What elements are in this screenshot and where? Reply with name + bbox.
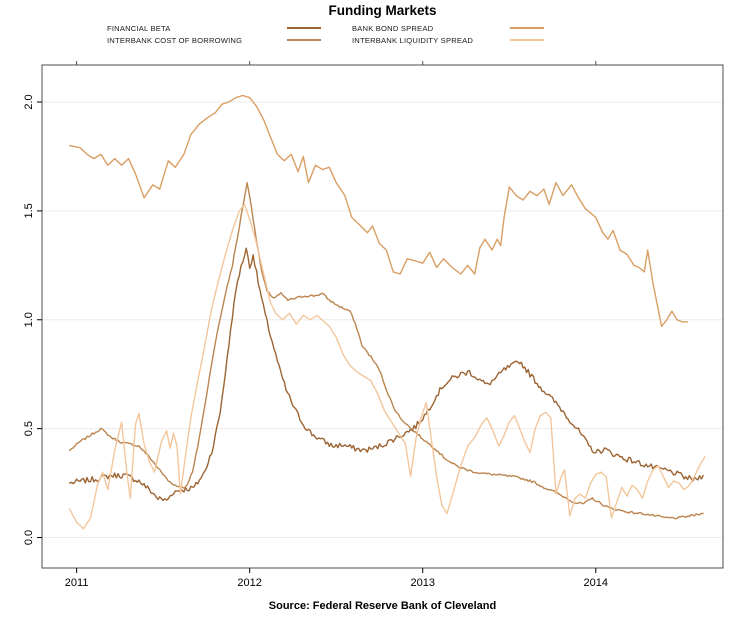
y-axis-tick-label: 1.0	[23, 312, 35, 327]
chart-title: Funding Markets	[328, 3, 437, 18]
plot-border	[41, 64, 724, 569]
x-axis-tick-label: 2011	[65, 577, 89, 589]
series-line-bank-bond-spread	[68, 94, 689, 327]
legend-item-swatch	[510, 27, 544, 29]
legend-item: FINANCIAL BETA	[107, 23, 327, 34]
y-axis-tick-label: 1.5	[23, 203, 35, 218]
series-line-financial-beta	[68, 247, 704, 502]
y-axis-tick-label: 0.5	[23, 421, 35, 436]
legend-item: INTERBANK COST OF BORROWING	[107, 35, 327, 46]
source-caption: Source: Federal Reserve Bank of Clevelan…	[268, 600, 497, 612]
x-axis-tick-label: 2014	[584, 577, 608, 589]
legend-item-label: BANK BOND SPREAD	[352, 24, 434, 33]
series-line-interbank-liquidity-spread	[68, 203, 706, 530]
x-axis-tick-label: 2012	[237, 577, 261, 589]
legend-item-label: INTERBANK COST OF BORROWING	[107, 36, 243, 45]
legend-item-label: FINANCIAL BETA	[107, 24, 171, 33]
y-axis-tick-label: 0.0	[23, 530, 35, 545]
y-axis-tick-label: 2.0	[23, 94, 35, 109]
legend-item-swatch	[287, 39, 321, 41]
legend-item-swatch	[510, 39, 544, 41]
legend-item-swatch	[287, 27, 321, 29]
chart-legend: FINANCIAL BETA INTERBANK COST OF BORROWIN…	[0, 22, 732, 48]
legend-item: BANK BOND SPREAD	[352, 23, 550, 34]
legend-item-label: INTERBANK LIQUIDITY SPREAD	[352, 36, 474, 45]
series-line-interbank-cost-of-borrowing	[68, 181, 704, 520]
x-axis-tick-label: 2013	[410, 577, 434, 589]
legend-item: INTERBANK LIQUIDITY SPREAD	[352, 35, 550, 46]
